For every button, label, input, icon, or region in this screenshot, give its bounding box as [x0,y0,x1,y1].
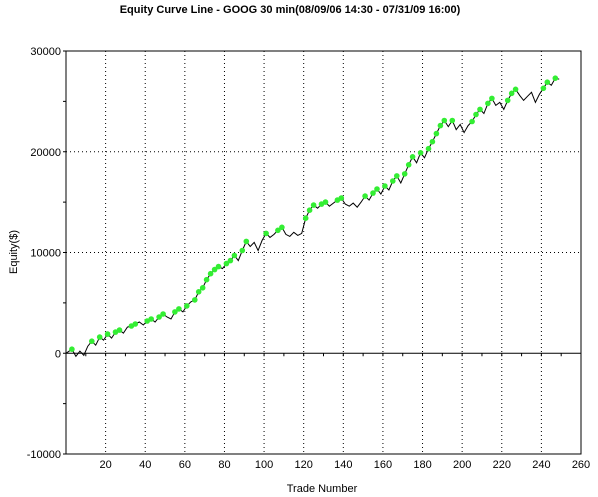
highlight-point [322,199,329,205]
highlight-point [184,303,190,309]
y-tick-label: 20000 [30,147,61,159]
highlight-point [508,90,515,97]
y-tick-label: -10000 [27,449,61,461]
highlight-point [69,346,75,353]
highlight-point [279,224,285,231]
highlight-point [552,75,559,81]
x-tick-label: 20 [99,459,111,471]
highlight-point [132,321,139,327]
x-tick-label: 40 [139,459,151,471]
highlight-point [176,306,182,312]
y-tick-label: 10000 [30,248,61,260]
highlight-point [223,260,230,267]
highlight-point [215,263,222,270]
highlight-point [148,316,154,322]
highlight-point [227,257,234,264]
highlight-point [195,289,202,295]
highlight-point [409,154,416,160]
x-tick-label: 100 [255,459,273,471]
x-tick-label: 80 [218,459,230,471]
highlight-point [96,334,103,340]
x-tick-label: 140 [334,459,352,471]
x-tick-label: 240 [532,459,550,471]
highlight-point [544,79,551,85]
highlight-point [362,193,368,199]
highlight-point [275,227,281,234]
highlight-point [310,202,317,208]
x-tick-label: 160 [374,459,392,471]
highlight-point [473,111,479,118]
x-tick-label: 60 [179,459,191,471]
highlight-point [172,309,178,315]
highlight-point [116,327,123,333]
highlight-point [394,173,400,179]
highlight-point [231,252,238,259]
highlight-point [211,266,218,273]
highlight-point [239,247,246,254]
highlight-point [477,106,483,113]
highlight-point [263,230,269,237]
x-tick-label: 260 [572,459,590,471]
highlight-point [243,238,250,245]
highlight-point [306,207,313,213]
x-axis-label: Trade Number [287,483,358,495]
highlight-point [405,162,412,168]
x-axis-ticks: 20 40 60 80 100 120 140 160 180 200 220 240 260 [85,353,590,471]
highlight-point [203,276,210,283]
plot-area [65,50,582,455]
highlight-point [469,118,475,125]
highlight-point [401,171,408,177]
y-axis-label: Equity($) [8,230,20,274]
highlight-point [504,97,511,104]
highlight-point [89,338,95,345]
highlight-point [449,117,456,124]
highlight-point [104,331,111,337]
highlight-point [338,195,345,201]
highlight-point [512,86,519,93]
highlight-point [207,270,214,277]
highlight-point [425,145,432,152]
highlight-point [374,186,380,192]
highlight-point [485,100,491,107]
highlight-point [437,122,444,129]
series-layer [65,75,560,358]
x-tick-label: 180 [413,459,431,471]
highlight-point [441,117,448,124]
y-tick-label: 30000 [30,46,61,58]
x-tick-label: 200 [453,459,471,471]
highlight-point [156,314,162,320]
chart-title: Equity Curve Line - GOOG 30 min(08/09/06… [120,4,461,16]
highlight-point [370,190,376,196]
highlight-point [417,150,424,156]
highlight-point [382,183,388,189]
highlight-point [199,285,206,291]
highlight-point [489,95,495,102]
y-axis-ticks: -10000 0 10000 20000 30000 [27,46,66,461]
highlight-point [540,85,547,92]
x-tick-label: 120 [295,459,313,471]
x-tick-label: 220 [493,459,511,471]
highlight-point [160,311,166,317]
highlight-point [429,138,436,145]
highlight-point [302,215,309,221]
highlight-point [390,178,396,184]
highlight-point [192,297,198,303]
highlight-point [433,130,440,137]
y-tick-label: 0 [55,348,61,360]
